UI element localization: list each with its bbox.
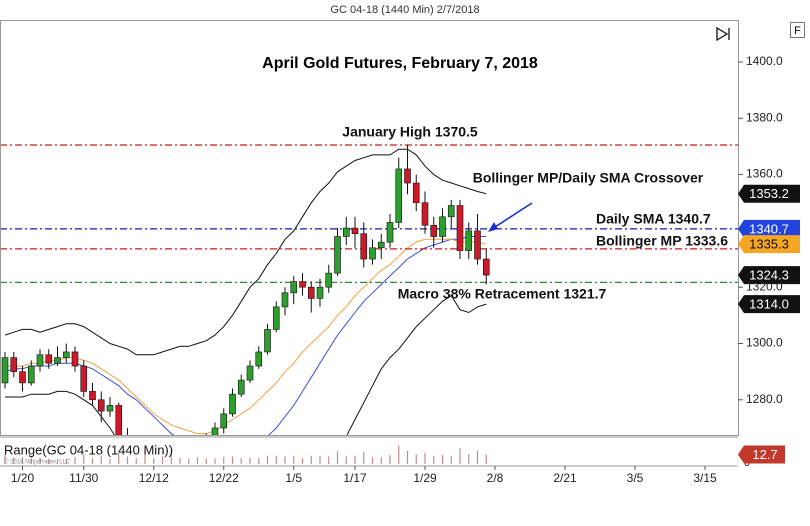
window-title: GC 04-18 (1440 Min) 2/7/2018 (330, 4, 479, 16)
annotation: Bollinger MP/Daily SMA Crossover (473, 170, 704, 186)
candle-body (377, 241, 385, 249)
candle-body (80, 365, 88, 392)
candle-body (307, 286, 315, 299)
candle-body (316, 286, 324, 299)
candle-body (45, 354, 53, 364)
candle-body (342, 227, 350, 237)
candle-body (386, 222, 394, 243)
candle-body (237, 379, 245, 395)
price-marker (738, 235, 800, 254)
annotation-arrowhead (488, 222, 498, 232)
x-tick-label: 1/20 (11, 471, 35, 485)
price-marker-label: 1314.0 (749, 297, 789, 312)
chart-title: April Gold Futures, February 7, 2018 (262, 55, 538, 72)
candle-body (369, 247, 376, 260)
x-tick-label: 3/15 (693, 471, 717, 485)
candle-body (447, 205, 455, 218)
y-tick-label: 1360.0 (746, 167, 783, 181)
candle-body (421, 202, 429, 226)
indicator-line (4, 148, 487, 356)
y-tick-label: 1300.0 (746, 336, 783, 350)
x-tick-label: 3/5 (627, 471, 644, 485)
annotation-arrow (491, 202, 533, 230)
range-label: Range(GC 04-18 (1440 Min)) (4, 442, 173, 457)
indicator-line (5, 294, 487, 435)
candle-body (1, 357, 9, 384)
overlay: January High 1370.5 Daily SMA 1340.7 Bolli… (342, 124, 800, 314)
candle-body (430, 224, 438, 237)
price-marker (738, 219, 800, 238)
y-tick-label: 1400.0 (746, 54, 783, 68)
candle-body (299, 281, 306, 288)
level-label: Daily SMA 1340.7 (596, 211, 711, 227)
candle-body (395, 168, 403, 223)
candle-body (211, 427, 219, 435)
price-marker (738, 184, 800, 203)
x-tick-label: 2/21 (553, 471, 577, 485)
candle-body (255, 351, 263, 367)
y-tick-label: 1320.0 (746, 279, 783, 293)
x-tick-label: 2/8 (487, 471, 504, 485)
candle-body (412, 182, 420, 204)
candle-body (229, 393, 236, 415)
play-icon[interactable] (716, 26, 730, 42)
candle-body (71, 351, 79, 367)
candle-body (290, 281, 298, 294)
candle-body (97, 399, 105, 412)
price-marker (738, 266, 800, 285)
candle-body (272, 306, 280, 330)
price-marker-label: 1324.3 (749, 268, 789, 283)
x-tick-label: 12/22 (209, 471, 239, 485)
candle-body (264, 329, 271, 353)
candle-body (246, 365, 254, 381)
candle-body (474, 230, 481, 260)
candle-body (220, 413, 228, 429)
x-tick-label: 12/12 (139, 471, 169, 485)
candle-body (439, 216, 446, 237)
x-tick-label: 11/30 (69, 471, 98, 485)
candle-body (482, 258, 490, 276)
candle-body (36, 354, 44, 367)
range-marker-label: 12.7 (752, 447, 777, 462)
price-marker-label: 1340.7 (749, 221, 789, 236)
candle-body (325, 272, 333, 288)
panel-button-label[interactable]: F (794, 25, 801, 37)
candle-body (404, 168, 411, 184)
candle-body (334, 236, 341, 274)
candle-body (456, 205, 464, 251)
y-tick-label: 1380.0 (746, 110, 783, 124)
candle-body (115, 405, 123, 435)
candle-body (54, 357, 61, 364)
level-label: January High 1370.5 (342, 124, 478, 140)
candle-body (89, 391, 96, 401)
candle-body (281, 292, 289, 308)
plot-frame (0, 20, 739, 436)
plot-area (1, 144, 738, 435)
candle-body (27, 365, 35, 384)
candle-body (351, 227, 359, 234)
range-marker (738, 445, 785, 464)
candle-body (106, 405, 114, 412)
level-label: Macro 38% Retracement 1321.7 (398, 286, 607, 302)
copyright: © 2018 NinjaTrader, LLC (4, 459, 71, 466)
price-marker (738, 295, 800, 314)
candle-body (10, 357, 18, 372)
x-tick-label: 1/17 (343, 471, 367, 485)
candle-body (19, 371, 26, 384)
candle-body (465, 230, 473, 251)
y-tick-label: 1280.0 (746, 392, 783, 406)
x-tick-label: 1/29 (413, 471, 437, 485)
x-tick-label: 1/5 (285, 471, 302, 485)
play-triangle[interactable] (716, 26, 729, 42)
price-marker-label: 1335.3 (749, 237, 789, 252)
price-marker-label: 1353.2 (749, 186, 789, 201)
candle-body (62, 351, 70, 358)
level-label: Bollinger MP 1333.6 (596, 233, 728, 249)
panel-button[interactable] (790, 22, 805, 38)
candle-body (360, 233, 368, 260)
